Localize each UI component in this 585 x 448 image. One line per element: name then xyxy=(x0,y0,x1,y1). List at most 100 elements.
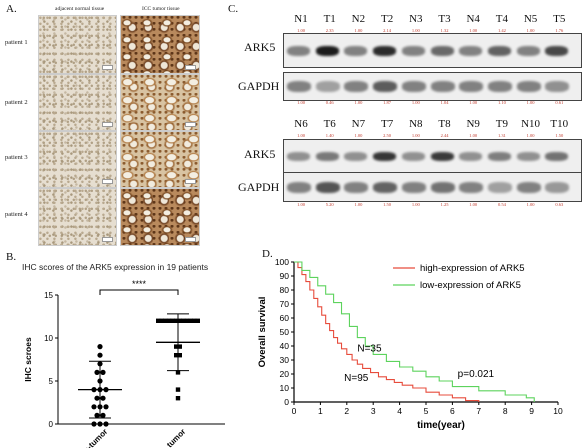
wb-density-value: 1.00 xyxy=(526,133,535,138)
non-tumor-point xyxy=(97,344,103,350)
wb-band xyxy=(430,81,455,92)
ihc-image-patient2-tumor xyxy=(120,74,200,131)
wb-density-value: 2.35 xyxy=(325,28,334,33)
wb-density-value: 2.14 xyxy=(383,28,392,33)
wb-band xyxy=(315,151,339,161)
y-tick-label: 30 xyxy=(280,355,290,365)
y-tick-label: 15 xyxy=(44,291,53,300)
lane-label: T9 xyxy=(495,118,508,130)
y-tick-label: 50 xyxy=(280,327,290,337)
wb-band xyxy=(287,45,310,56)
wb-density-value: 1.87 xyxy=(383,100,392,105)
survival-chart: 0 10 20 30 40 50 60 70 80 90 100 0 1 2 3 4 5 6 7 8 9 10 Overal… xyxy=(257,257,563,431)
wb-band xyxy=(401,81,426,92)
wb-density-value: 2.44 xyxy=(440,133,449,138)
lane-label: T3 xyxy=(438,13,451,25)
wb-band xyxy=(373,81,398,92)
non-tumor-point xyxy=(91,404,97,410)
wb-density-value: 1.00 xyxy=(354,133,363,138)
tumor-point xyxy=(195,318,200,323)
wb-band xyxy=(373,181,398,193)
non-tumor-point xyxy=(100,369,106,375)
x-axis-label: time(year) xyxy=(417,420,465,431)
x-tick-label: 5 xyxy=(424,406,429,416)
annotation-n-high: N=95 xyxy=(344,373,369,384)
wb-band xyxy=(401,181,426,193)
non-tumor-point xyxy=(97,421,103,427)
wb-band xyxy=(545,81,570,92)
non-tumor-point xyxy=(94,412,100,418)
panel-a-letter: A. xyxy=(6,3,17,15)
wb-density-value: 1.76 xyxy=(555,28,564,33)
wb-label-ark5-row1: ARK5 xyxy=(244,40,276,54)
patient-label-2: patient 2 xyxy=(5,99,28,106)
x-tick-label: non-tumor xyxy=(75,427,110,448)
lane-label: N3 xyxy=(409,13,423,25)
wb-density-value: 1.00 xyxy=(469,202,478,207)
wb-density-value: 0.46 xyxy=(325,100,334,105)
wb-density-value: 1.00 xyxy=(297,100,305,105)
wb-band xyxy=(459,81,484,92)
lane-label: T6 xyxy=(323,118,336,130)
tumor-point xyxy=(177,353,182,358)
tumor-point xyxy=(174,318,179,323)
x-tick-label: 2 xyxy=(344,406,349,416)
wb-band xyxy=(287,151,310,161)
wb-density-value: 1.42 xyxy=(497,28,506,33)
y-axis-label: Overall survival xyxy=(257,297,268,368)
col-label-normal: adjacent normal tissue xyxy=(55,6,105,12)
wb-density-value: 1.00 xyxy=(411,202,420,207)
non-tumor-point xyxy=(94,369,100,375)
lane-label: T1 xyxy=(323,13,336,25)
wb-density-value: 1.00 xyxy=(297,133,305,138)
x-tick-label: tumor xyxy=(165,427,187,448)
y-tick-label: 5 xyxy=(49,377,54,386)
x-tick-label: 0 xyxy=(292,406,297,416)
lane-label: T10 xyxy=(550,118,569,130)
wb-density-value: 1.31 xyxy=(497,133,506,138)
wb-band xyxy=(344,181,369,193)
lane-label: N5 xyxy=(523,13,538,25)
ihc-score-chart: IHC scores of the ARK5 expression in 19 … xyxy=(22,262,225,448)
y-tick-label: 10 xyxy=(280,383,290,393)
tumor-point xyxy=(175,370,181,375)
wb-band xyxy=(516,45,540,56)
wb-band xyxy=(344,81,369,92)
wb-band xyxy=(459,181,484,193)
y-tick-label: 60 xyxy=(280,313,290,323)
annotation-n-low: N=35 xyxy=(357,344,382,355)
ihc-image-patient3-normal xyxy=(38,131,117,188)
y-tick-label: 0 xyxy=(284,397,289,407)
ihc-image-patient4-normal xyxy=(38,188,117,246)
lane-label: N1 xyxy=(294,13,308,25)
annotation-p-value: p=0.021 xyxy=(458,369,495,380)
ihc-image-patient2-normal xyxy=(38,74,117,131)
wb-density-value: 1.00 xyxy=(469,100,478,105)
patient-label-1: patient 1 xyxy=(5,39,28,46)
tumor-point xyxy=(177,344,182,349)
lane-label: N4 xyxy=(466,13,480,25)
wb-density-value: 2.50 xyxy=(383,133,392,138)
patient-label-3: patient 3 xyxy=(5,154,28,161)
tumor-point xyxy=(166,318,172,323)
non-tumor-point xyxy=(103,404,109,410)
wb-band xyxy=(487,81,512,92)
wb-band xyxy=(516,81,541,92)
tumor-point xyxy=(181,318,186,323)
high-expression-curve xyxy=(294,261,480,402)
lane-label: T7 xyxy=(380,118,394,130)
wb-density-value: 1.32 xyxy=(440,28,449,33)
tumor-point xyxy=(174,353,179,358)
tumor-point xyxy=(175,396,181,401)
non-tumor-point xyxy=(94,395,100,401)
panel-d-letter: D. xyxy=(262,248,273,260)
x-tick-label: 8 xyxy=(503,406,508,416)
wb-density-value: 1.50 xyxy=(555,133,564,138)
low-expression-curve xyxy=(294,261,535,402)
western-blot-ark5-row2 xyxy=(283,139,582,173)
lane-label: N6 xyxy=(294,118,308,130)
wb-band xyxy=(430,181,455,193)
wb-band xyxy=(287,81,311,92)
lane-label: T5 xyxy=(553,13,566,25)
wb-density-value: 1.00 xyxy=(354,100,363,105)
